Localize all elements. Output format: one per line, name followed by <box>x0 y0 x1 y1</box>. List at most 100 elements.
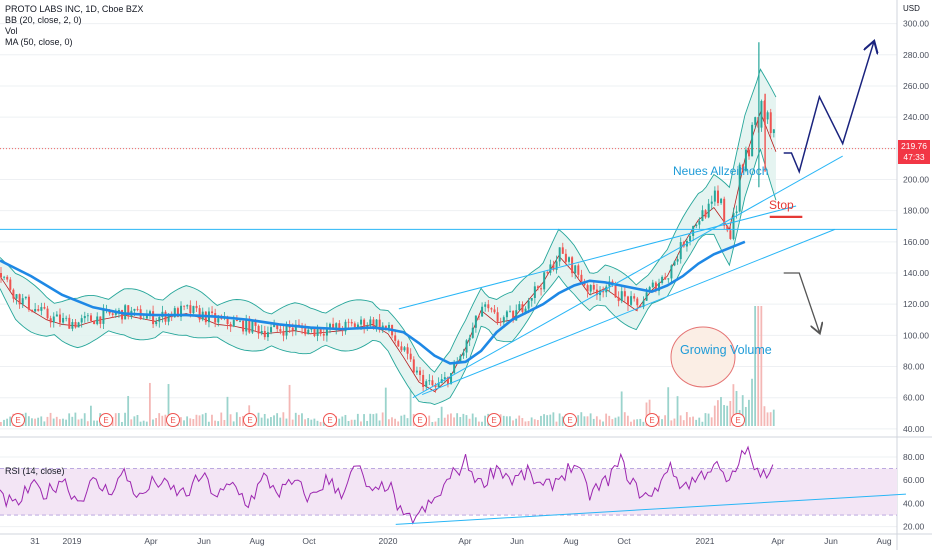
candle-body <box>595 289 598 296</box>
volume-bar <box>86 421 89 426</box>
down-projection-path <box>783 272 820 332</box>
candle-body <box>443 377 446 380</box>
price-tick-label: 200.00 <box>903 174 929 184</box>
time-tick-label: Oct <box>617 536 631 546</box>
volume-annotation[interactable]: Growing Volume <box>680 343 772 357</box>
candle-body <box>751 124 754 157</box>
stop-annotation[interactable]: Stop <box>769 198 794 212</box>
volume-bar <box>428 415 431 426</box>
candle-body <box>614 284 617 298</box>
candle-body <box>353 323 356 328</box>
indicator-bb[interactable]: BB (20, close, 2, 0) <box>5 15 82 25</box>
candle-body <box>772 129 775 134</box>
candle-body <box>375 319 378 327</box>
volume-bar <box>220 412 223 426</box>
price-tag: 219.76 47:33 <box>898 140 930 164</box>
volume-bar <box>459 417 462 426</box>
volume-bar <box>512 420 514 426</box>
volume-bar <box>304 419 306 426</box>
earnings-marker-label: E <box>247 416 252 425</box>
channel-lower-line-2 <box>421 228 836 396</box>
volume-bar <box>772 409 775 426</box>
candle-body <box>183 305 186 307</box>
candle-body <box>661 276 664 284</box>
volume-bar <box>471 413 474 426</box>
candle-body <box>558 247 561 262</box>
volume-bar <box>636 419 639 426</box>
rsi-tick-label: 20.00 <box>903 522 925 532</box>
candle-body <box>754 117 757 125</box>
volume-bar <box>760 306 763 426</box>
candle-body <box>518 304 521 311</box>
volume-bar <box>217 421 220 426</box>
candle-body <box>679 242 682 260</box>
candle-body <box>546 272 549 274</box>
candle-body <box>322 333 325 336</box>
indicator-vol[interactable]: Vol <box>5 26 18 36</box>
candle-body <box>422 374 425 387</box>
volume-bar <box>211 414 213 426</box>
candle-body <box>412 359 415 373</box>
earnings-marker <box>413 413 427 427</box>
candle-body <box>329 323 332 329</box>
rsi-pane <box>0 445 906 525</box>
earnings-marker <box>166 413 180 427</box>
volume-bar <box>360 421 362 426</box>
candle-body <box>347 321 350 323</box>
candle-body <box>403 347 406 351</box>
volume-bar <box>440 406 443 426</box>
candle-body <box>394 335 397 341</box>
volume-bar <box>599 419 601 426</box>
candle-body <box>530 297 533 301</box>
candle-body <box>580 274 583 282</box>
candle-body <box>9 279 12 290</box>
volume-bar <box>201 414 204 426</box>
candle-body <box>40 307 43 311</box>
volume-bar <box>375 413 378 426</box>
candle-body <box>220 318 223 319</box>
price-tag-countdown: 47:33 <box>903 152 925 162</box>
volume-bar <box>515 418 518 426</box>
candle-body <box>748 149 751 157</box>
earnings-marker <box>243 413 257 427</box>
ath-annotation[interactable]: Neues Allzeithoch <box>673 164 769 178</box>
volume-bar <box>62 418 64 426</box>
candle-body <box>459 355 462 362</box>
volume-bar <box>356 413 359 426</box>
candle-body <box>720 198 723 204</box>
volume-ellipse <box>670 326 736 388</box>
candle-body <box>279 329 282 332</box>
candle-body <box>633 296 636 299</box>
candle-body <box>12 289 15 299</box>
candle-body <box>658 283 661 291</box>
candle-body <box>648 287 651 293</box>
rsi-tick-label: 80.00 <box>903 452 925 462</box>
volume-bar <box>285 418 288 426</box>
candle-body <box>46 308 49 319</box>
volume-bar <box>242 415 244 426</box>
volume-bar <box>381 412 384 426</box>
candle-body <box>490 308 493 310</box>
volume-bar <box>543 414 545 426</box>
candle-body <box>760 100 763 128</box>
candle-body <box>49 318 52 323</box>
candle-body <box>502 317 505 323</box>
volume-bar <box>316 420 319 426</box>
candle-body <box>419 370 422 375</box>
candle-body <box>198 308 201 320</box>
rsi-title[interactable]: RSI (14, close) <box>5 466 65 476</box>
candle-body <box>415 370 418 373</box>
volume-bar <box>748 399 750 426</box>
volume-bar <box>46 416 49 426</box>
candle-body <box>462 352 465 356</box>
indicator-ma[interactable]: MA (50, close, 0) <box>5 37 73 47</box>
earnings-marker <box>731 413 745 427</box>
volume-bar <box>229 414 232 426</box>
price-tick-label: 300.00 <box>903 19 929 29</box>
volume-bar <box>450 413 452 426</box>
candle-body <box>586 285 589 292</box>
volume-bar <box>310 419 313 426</box>
volume-bar <box>555 421 558 426</box>
volume-bar <box>533 419 536 426</box>
volume-bar <box>549 414 552 426</box>
